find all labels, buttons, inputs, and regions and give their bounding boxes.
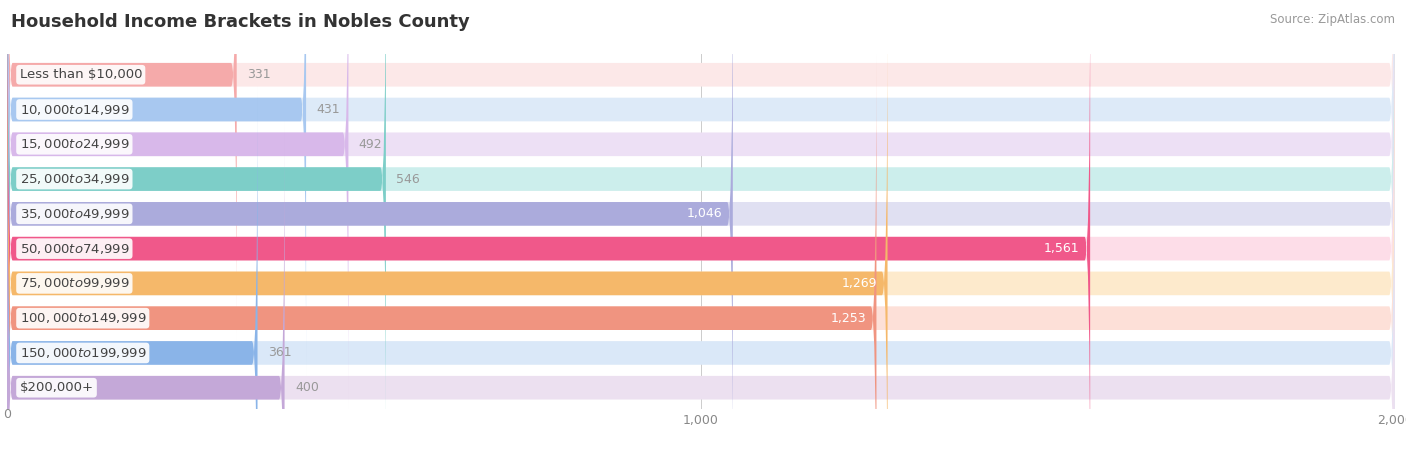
FancyBboxPatch shape [7, 17, 1395, 449]
Text: $25,000 to $34,999: $25,000 to $34,999 [20, 172, 129, 186]
FancyBboxPatch shape [7, 121, 1395, 449]
FancyBboxPatch shape [7, 0, 1395, 411]
Text: $150,000 to $199,999: $150,000 to $199,999 [20, 346, 146, 360]
Text: $75,000 to $99,999: $75,000 to $99,999 [20, 277, 129, 291]
Text: 1,253: 1,253 [831, 312, 866, 325]
Text: 1,269: 1,269 [842, 277, 877, 290]
FancyBboxPatch shape [7, 0, 1090, 449]
FancyBboxPatch shape [7, 0, 1395, 445]
FancyBboxPatch shape [7, 0, 1395, 376]
FancyBboxPatch shape [7, 121, 284, 449]
FancyBboxPatch shape [7, 0, 733, 449]
Text: $15,000 to $24,999: $15,000 to $24,999 [20, 137, 129, 151]
Text: 0: 0 [3, 408, 11, 421]
Text: 361: 361 [269, 347, 291, 360]
FancyBboxPatch shape [7, 0, 307, 376]
FancyBboxPatch shape [7, 52, 1395, 449]
FancyBboxPatch shape [7, 0, 1395, 449]
FancyBboxPatch shape [7, 0, 349, 411]
Text: Source: ZipAtlas.com: Source: ZipAtlas.com [1270, 13, 1395, 26]
Text: 400: 400 [295, 381, 319, 394]
FancyBboxPatch shape [7, 52, 876, 449]
Text: 331: 331 [247, 68, 271, 81]
FancyBboxPatch shape [7, 17, 887, 449]
FancyBboxPatch shape [7, 0, 1395, 341]
FancyBboxPatch shape [7, 0, 236, 341]
Text: $100,000 to $149,999: $100,000 to $149,999 [20, 311, 146, 325]
Text: $10,000 to $14,999: $10,000 to $14,999 [20, 102, 129, 117]
Text: 492: 492 [359, 138, 382, 151]
FancyBboxPatch shape [7, 87, 257, 449]
Text: $35,000 to $49,999: $35,000 to $49,999 [20, 207, 129, 221]
Text: 1,561: 1,561 [1045, 242, 1080, 255]
Text: 431: 431 [316, 103, 340, 116]
FancyBboxPatch shape [7, 87, 1395, 449]
Text: $50,000 to $74,999: $50,000 to $74,999 [20, 242, 129, 255]
Text: Less than $10,000: Less than $10,000 [20, 68, 142, 81]
Text: Household Income Brackets in Nobles County: Household Income Brackets in Nobles Coun… [11, 13, 470, 31]
Text: $200,000+: $200,000+ [20, 381, 94, 394]
Text: 546: 546 [396, 172, 420, 185]
FancyBboxPatch shape [7, 0, 1395, 449]
Text: 1,046: 1,046 [686, 207, 723, 220]
FancyBboxPatch shape [7, 0, 385, 445]
